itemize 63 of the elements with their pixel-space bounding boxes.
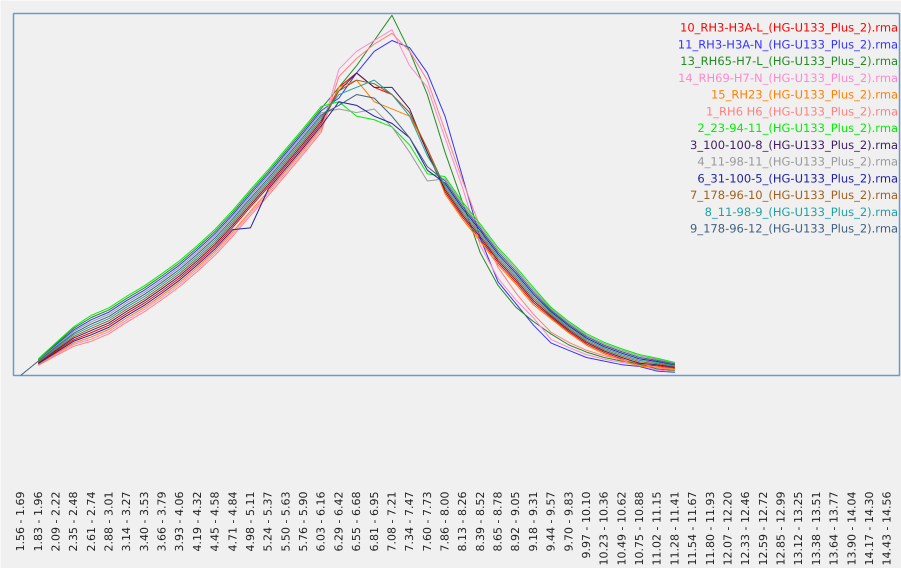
x-tick-label: 7.60 - 7.73 xyxy=(420,491,434,552)
x-tick-label: 7.86 - 8.00 xyxy=(438,491,452,552)
x-tick-label: 14.17 - 14.30 xyxy=(862,491,876,566)
x-tick-label: 14.43 - 14.56 xyxy=(880,491,894,566)
x-tick-label: 9.44 - 9.57 xyxy=(544,491,558,552)
x-tick-label: 2.09 - 2.22 xyxy=(49,491,62,552)
x-tick-label: 6.55 - 6.68 xyxy=(350,491,364,552)
x-tick-label: 7.34 - 7.47 xyxy=(403,491,416,552)
x-tick-label: 10.49 - 10.62 xyxy=(615,491,628,566)
x-tick-label: 6.81 - 6.95 xyxy=(368,491,381,552)
x-tick-label: 3.40 - 3.53 xyxy=(138,491,151,552)
x-tick-label: 11.02 - 11.15 xyxy=(650,491,664,566)
text: 7_178-96-10_(HG-U133_Plus_2).rma xyxy=(690,188,898,202)
x-tick-label: 8.39 - 8.52 xyxy=(474,491,487,552)
x-tick-label: 4.45 - 4.58 xyxy=(208,491,222,552)
x-tick-label: 13.90 - 14.04 xyxy=(845,491,858,566)
text: 4_11-98-11_(HG-U133_Plus_2).rma xyxy=(697,154,898,169)
text: 1_RH6 H6_(HG-U133_Plus_2).rma xyxy=(706,104,898,118)
text: 11_RH3-H3A-N_(HG-U133_Plus_2).rma xyxy=(678,37,898,52)
text: 15_RH23_(HG-U133_Plus_2).rma xyxy=(710,88,898,102)
x-tick-label: 5.50 - 5.63 xyxy=(279,491,292,552)
x-tick-label: 9.97 - 10.10 xyxy=(580,491,593,558)
text: 9_178-96-12_(HG-U133_Plus_2).rma xyxy=(690,222,898,236)
x-tick-label: 4.98 - 5.11 xyxy=(244,491,257,552)
x-tick-label: 3.93 - 4.06 xyxy=(173,491,186,552)
x-tick-label: 9.18 - 9.31 xyxy=(526,491,540,552)
x-tick-label: 8.92 - 9.05 xyxy=(509,491,522,552)
x-tick-label: 12.59 - 12.72 xyxy=(756,491,770,566)
x-tick-label: 11.80 - 11.93 xyxy=(704,491,717,566)
x-tick-label: 3.14 - 3.27 xyxy=(120,491,134,552)
text: 10_RH3-H3A-L_(HG-U133_Plus_2).rma xyxy=(680,20,898,35)
x-tick-label: 8.13 - 8.26 xyxy=(456,491,470,552)
text: 3_100-100-8_(HG-U133_Plus_2).rma xyxy=(690,138,898,152)
text: 6_31-100-5_(HG-U133_Plus_2).rma xyxy=(697,171,898,186)
text: 14_RH69-H7-N_(HG-U133_Plus_2).rma xyxy=(678,70,898,85)
x-tick-label: 1.83 - 1.96 xyxy=(32,491,45,552)
text: 13_RH65-H7-L_(HG-U133_Plus_2).rma xyxy=(680,54,898,68)
x-tick-label: 6.29 - 6.42 xyxy=(332,491,346,552)
x-tick-label: 6.03 - 6.16 xyxy=(314,491,328,552)
x-tick-label: 13.12 - 13.25 xyxy=(792,491,806,566)
x-tick-label: 12.85 - 12.99 xyxy=(774,491,788,566)
x-tick-label: 4.71 - 4.84 xyxy=(226,491,240,552)
x-tick-label: 1.56 - 1.69 xyxy=(14,491,28,552)
x-tick-label: 2.61 - 2.74 xyxy=(84,491,98,552)
x-tick-label: 11.28 - 11.41 xyxy=(668,491,682,566)
text: 2_23-94-11_(HG-U133_Plus_2).rma xyxy=(697,121,898,136)
x-tick-label: 5.24 - 5.37 xyxy=(262,491,275,552)
x-tick-label: 13.38 - 13.51 xyxy=(810,491,823,566)
x-tick-label: 8.65 - 8.78 xyxy=(492,491,505,552)
x-tick-label: 10.75 - 10.88 xyxy=(633,491,646,566)
text: 8_11-98-9_(HG-U133_Plus_2).rma xyxy=(704,204,898,219)
x-tick-label: 4.19 - 4.32 xyxy=(190,491,204,552)
x-tick-label: 5.76 - 5.90 xyxy=(297,491,310,552)
x-tick-label: 3.66 - 3.79 xyxy=(156,491,169,552)
x-tick-label: 2.88 - 3.01 xyxy=(102,491,116,552)
x-tick-label: 12.07 - 12.20 xyxy=(721,491,734,566)
x-tick-label: 13.64 - 13.77 xyxy=(828,491,841,566)
x-tick-label: 9.70 - 9.83 xyxy=(562,491,576,552)
x-tick-label: 7.08 - 7.21 xyxy=(385,491,398,552)
x-tick-label: 11.54 - 11.67 xyxy=(686,491,700,566)
x-tick-label: 2.35 - 2.48 xyxy=(67,491,80,552)
x-tick-label: 12.33 - 12.46 xyxy=(739,491,752,566)
x-tick-label: 10.23 - 10.36 xyxy=(598,491,611,566)
